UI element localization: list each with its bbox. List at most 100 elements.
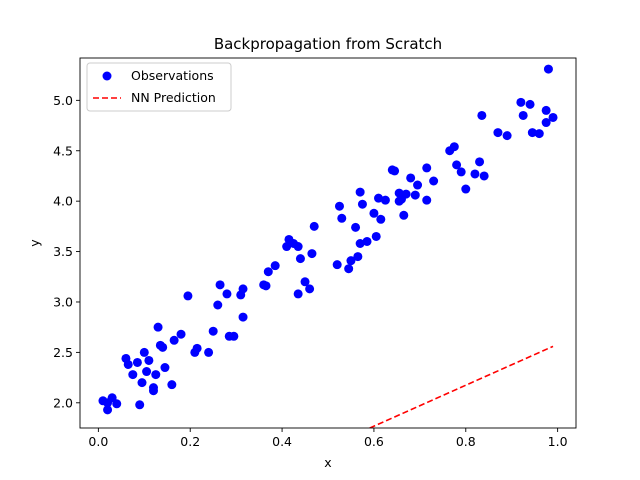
observation-point-87 xyxy=(477,110,487,120)
observation-point-11 xyxy=(139,347,149,357)
observation-point-24 xyxy=(183,291,193,301)
x-tick-label: 0.2 xyxy=(180,434,200,449)
observation-point-46 xyxy=(295,254,305,264)
observation-point-55 xyxy=(346,256,356,266)
observation-point-75 xyxy=(410,190,420,200)
observation-point-60 xyxy=(357,199,367,209)
observation-point-30 xyxy=(215,280,225,290)
observation-point-89 xyxy=(493,128,503,138)
observation-point-57 xyxy=(353,252,363,262)
y-tick-label: 4.0 xyxy=(53,194,73,209)
observation-point-99 xyxy=(548,112,558,122)
observation-point-51 xyxy=(332,260,342,270)
x-tick-label: 0.4 xyxy=(272,434,292,449)
observation-point-63 xyxy=(371,231,381,241)
observation-point-4 xyxy=(112,399,122,409)
nn-prediction-line xyxy=(367,345,554,428)
observation-point-96 xyxy=(541,105,551,115)
observation-point-90 xyxy=(502,131,512,141)
y-tick-label: 2.0 xyxy=(53,395,73,410)
observation-point-21 xyxy=(167,380,177,390)
observation-point-26 xyxy=(192,343,202,353)
observation-point-6 xyxy=(123,359,133,369)
observation-point-64 xyxy=(374,193,384,203)
observation-point-59 xyxy=(355,187,365,197)
observation-point-38 xyxy=(261,281,271,291)
observation-point-33 xyxy=(229,331,239,341)
observation-point-12 xyxy=(142,367,152,377)
observation-point-83 xyxy=(456,167,466,177)
observation-point-95 xyxy=(534,129,544,139)
marks-layer xyxy=(98,64,558,428)
y-tick-label: 2.5 xyxy=(53,345,73,360)
observation-point-93 xyxy=(525,99,535,109)
observation-point-53 xyxy=(337,213,347,223)
observation-point-78 xyxy=(422,195,432,205)
observation-point-97 xyxy=(541,118,551,128)
observation-point-92 xyxy=(518,110,528,120)
observation-point-98 xyxy=(543,64,553,74)
observation-point-10 xyxy=(137,378,147,388)
observation-point-29 xyxy=(213,300,223,310)
observation-point-62 xyxy=(369,208,379,218)
observation-point-44 xyxy=(293,242,303,252)
observation-point-23 xyxy=(176,329,186,339)
observation-point-84 xyxy=(461,184,471,194)
observation-point-2 xyxy=(103,405,113,415)
observation-point-74 xyxy=(406,173,416,183)
observation-point-22 xyxy=(169,335,179,345)
y-axis-label: y xyxy=(27,239,42,247)
observation-point-58 xyxy=(355,239,365,248)
observation-point-13 xyxy=(144,355,154,365)
legend-marker-observations xyxy=(102,71,112,81)
observation-point-27 xyxy=(204,347,214,357)
observation-point-56 xyxy=(351,222,361,232)
observation-point-8 xyxy=(132,357,142,367)
x-tick-label: 0.6 xyxy=(364,434,384,449)
observation-point-86 xyxy=(475,157,485,167)
observation-point-7 xyxy=(128,370,138,380)
legend-label-nn-prediction: NN Prediction xyxy=(131,90,216,105)
observation-point-28 xyxy=(208,326,218,336)
observation-point-9 xyxy=(135,400,145,410)
observation-point-79 xyxy=(429,176,439,186)
observation-point-20 xyxy=(160,363,170,373)
observation-point-50 xyxy=(309,221,319,231)
observation-point-88 xyxy=(479,171,489,181)
axes-frame xyxy=(79,57,577,429)
observation-point-45 xyxy=(293,289,303,299)
observation-point-31 xyxy=(222,289,232,299)
observation-point-94 xyxy=(527,128,537,138)
observation-point-49 xyxy=(307,249,317,259)
x-axis: 0.0 0.2 0.4 0.6 0.8 1.0 xyxy=(88,428,568,449)
y-tick-label: 3.0 xyxy=(53,294,73,309)
observation-point-47 xyxy=(300,277,310,287)
observation-point-17 xyxy=(153,322,163,332)
plot-area xyxy=(79,57,577,429)
observation-point-19 xyxy=(158,342,168,352)
observation-point-35 xyxy=(238,284,248,294)
observation-point-15 xyxy=(148,386,158,396)
x-tick-label: 1.0 xyxy=(548,434,568,449)
observation-point-66 xyxy=(380,195,390,205)
observation-point-76 xyxy=(413,180,423,190)
x-tick-label: 0.8 xyxy=(456,434,476,449)
observation-point-52 xyxy=(334,201,344,211)
chart-title: Backpropagation from Scratch xyxy=(214,35,442,53)
x-axis-label: x xyxy=(324,455,331,470)
legend-box xyxy=(86,62,232,112)
observation-point-36 xyxy=(238,312,248,322)
x-tick-label: 0.0 xyxy=(88,434,108,449)
y-axis: 2.0 2.5 3.0 3.5 4.0 4.5 5.0 xyxy=(53,93,80,410)
observation-point-41 xyxy=(282,242,292,252)
observation-point-48 xyxy=(305,284,315,294)
observation-point-16 xyxy=(151,370,161,380)
y-tick-label: 3.5 xyxy=(53,244,73,259)
observation-point-91 xyxy=(516,97,526,107)
observation-point-61 xyxy=(362,236,372,246)
observation-point-77 xyxy=(422,163,432,173)
observation-point-72 xyxy=(399,210,409,220)
legend: Observations NN Prediction xyxy=(86,62,232,112)
observation-point-39 xyxy=(263,267,273,277)
